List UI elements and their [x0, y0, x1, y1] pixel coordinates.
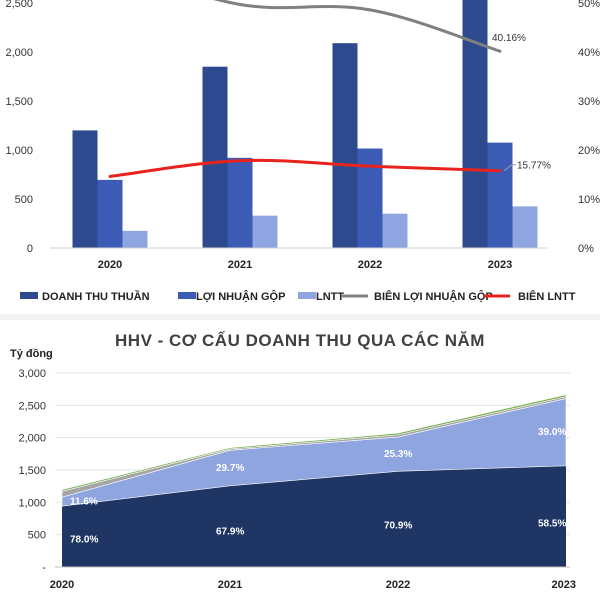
bar-1-2	[357, 148, 383, 248]
x-tick-label: 2021	[228, 259, 252, 271]
bar-1-1	[227, 157, 253, 248]
data-label-leader-line	[503, 164, 516, 172]
legend-label-2: LNTT	[316, 291, 344, 303]
legend-label-1: LỢI NHUẬN GỘP	[196, 290, 285, 303]
y-right-tick-label: 0%	[578, 243, 594, 255]
legend-swatch-1	[178, 292, 196, 299]
area-series-3	[61, 394, 567, 492]
y-right-tick-label: 10%	[578, 194, 600, 206]
line-group	[108, 0, 502, 178]
area-data-label-1-2: 25.3%	[384, 449, 412, 460]
y-left-tick-label: 1,000	[5, 145, 33, 157]
legend-label-4: BIÊN LNTT	[518, 290, 576, 303]
data-label-gross-margin: 40.16%	[492, 33, 526, 44]
y-right-tick-label: 30%	[578, 96, 600, 108]
x-tick-label: 2020	[50, 579, 74, 591]
bar-0-1	[202, 66, 228, 248]
area-data-label-0-3: 58.5%	[538, 519, 566, 530]
y-right-tick-label: 20%	[578, 145, 600, 157]
y-left-tick-label: 2,500	[5, 0, 33, 10]
x-tick-label: 2023	[552, 579, 576, 591]
y-right-tick-label: 40%	[578, 47, 600, 59]
y-tick-label: 2,500	[18, 400, 46, 412]
bar-0-3	[462, 0, 488, 249]
chart-title: HHV - CƠ CẤU DOANH THU QUA CÁC NĂM	[115, 331, 485, 350]
line-series-3	[213, 0, 502, 53]
legend-swatch-2	[298, 292, 316, 299]
bar-2-3	[512, 206, 538, 248]
y-left-tick-label: 1,500	[5, 96, 33, 108]
area-data-label-1-1: 29.7%	[216, 463, 244, 474]
y-tick-label: 1,000	[18, 497, 46, 509]
chart-separator	[0, 314, 600, 320]
bar-1-0	[97, 179, 123, 248]
line-series-4	[108, 158, 502, 178]
bar-1-3	[487, 142, 513, 248]
area-data-label-0-0: 78.0%	[70, 535, 98, 546]
x-tick-label: 2022	[358, 259, 382, 271]
bar-group	[72, 0, 538, 249]
legend-label-0: DOANH THU THUẦN	[42, 290, 150, 303]
combo-bar-line-chart: 0 500 1,000 1,500 2,000 2,500 0% 10% 20% 30% 40% 50…	[0, 0, 600, 320]
data-label-pretax-margin: 15.77%	[517, 161, 551, 172]
area-data-label-1-3: 39.0%	[538, 427, 566, 438]
stacked-area-chart: HHV - CƠ CẤU DOANH THU QUA CÁC NĂM Tỷ đồn…	[10, 331, 576, 591]
bar-2-1	[252, 215, 278, 248]
y-right-tick-label: 50%	[578, 0, 600, 10]
bar-0-2	[332, 43, 358, 249]
x-tick-label: 2022	[386, 579, 410, 591]
y-tick-label: -	[42, 562, 46, 574]
x-tick-label: 2020	[98, 259, 122, 271]
bar-2-0	[122, 230, 148, 248]
area-data-label-0-2: 70.9%	[384, 521, 412, 532]
legend-label-3: BIÊN LỢI NHUẬN GỘP	[374, 290, 493, 303]
bar-0-0	[72, 130, 98, 248]
x-tick-label: 2021	[218, 579, 242, 591]
y-left-tick-label: 500	[15, 194, 33, 206]
y-left-tick-label: 0	[27, 243, 33, 255]
x-tick-label: 2023	[488, 259, 512, 271]
y-tick-label: 500	[28, 530, 46, 542]
area-data-label-1-0: 11.6%	[70, 497, 98, 508]
y-tick-label: 2,000	[18, 433, 46, 445]
legend-swatch-0	[20, 292, 38, 299]
bar-2-2	[382, 213, 408, 248]
y-tick-label: 3,000	[18, 368, 46, 380]
area-data-label-0-1: 67.9%	[216, 527, 244, 538]
y-left-tick-label: 2,000	[5, 47, 33, 59]
y-axis-label: Tỷ đồng	[10, 348, 53, 360]
y-tick-label: 1,500	[18, 465, 46, 477]
